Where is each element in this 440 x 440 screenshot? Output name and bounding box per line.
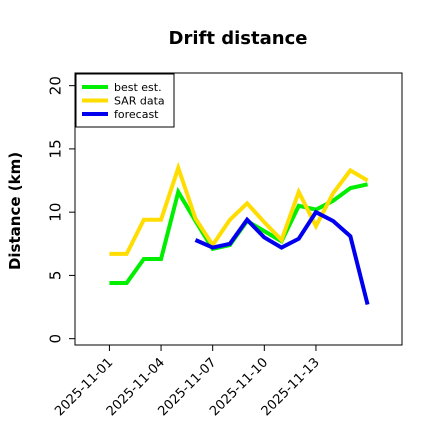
y-tick-label: 15	[46, 139, 64, 158]
series-layer	[109, 161, 370, 306]
series-line-sar-data	[109, 161, 369, 256]
y-tick-label: 10	[46, 203, 64, 222]
y-tick-label: 5	[46, 271, 64, 281]
series-line-forecast	[194, 209, 370, 306]
legend-entry: forecast	[114, 108, 159, 121]
legend-entry: best est.	[114, 81, 162, 94]
chart-title: Drift distance	[169, 28, 308, 49]
x-axis: 2025-11-012025-11-042025-11-072025-11-10…	[52, 345, 323, 419]
y-axis: 0 5 10 15 20	[46, 76, 75, 343]
legend-entry: SAR data	[114, 94, 165, 107]
y-tick-label: 20	[46, 76, 64, 95]
y-tick-label: 0	[46, 334, 64, 344]
y-axis-label: Distance (km)	[6, 152, 24, 270]
